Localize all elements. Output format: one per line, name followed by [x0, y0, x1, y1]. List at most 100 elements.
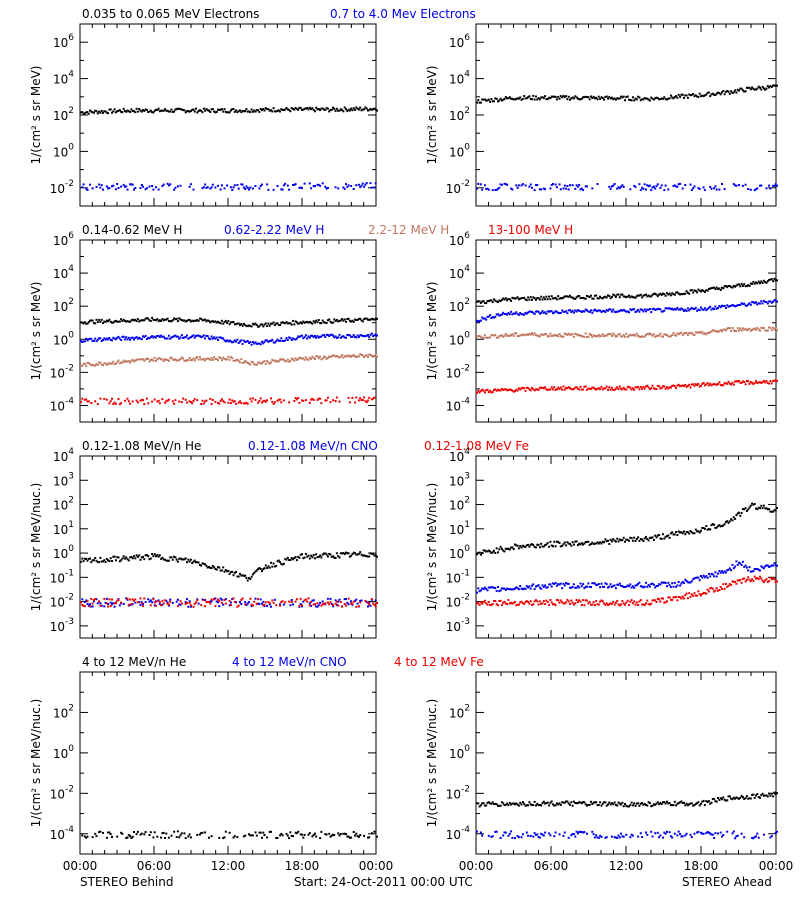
data-point: [166, 182, 169, 185]
data-point: [347, 603, 350, 606]
data-point: [508, 334, 511, 337]
data-point: [761, 579, 764, 582]
data-point: [339, 355, 342, 358]
data-point: [479, 101, 482, 104]
data-point: [301, 357, 303, 360]
data-point: [360, 184, 363, 187]
plot-frame: [79, 671, 377, 855]
data-point: [689, 595, 692, 598]
data-point: [324, 356, 327, 359]
data-point: [493, 803, 495, 806]
data-point: [596, 541, 599, 544]
data-point: [748, 506, 751, 509]
data-point: [538, 804, 541, 806]
data-point: [561, 601, 564, 604]
data-point: [628, 311, 630, 314]
data-point: [138, 108, 141, 110]
data-point: [519, 545, 522, 547]
data-point: [205, 564, 208, 567]
data-point: [284, 322, 287, 325]
data-point: [104, 338, 107, 341]
y-tick-label: 10-4: [50, 825, 75, 842]
data-point: [332, 833, 335, 836]
data-point: [257, 342, 260, 345]
data-point: [707, 831, 710, 834]
data-point: [618, 582, 621, 585]
data-point: [304, 598, 307, 601]
data-point: [747, 303, 750, 306]
data-point: [529, 803, 532, 806]
data-point: [94, 557, 97, 559]
data-point: [352, 188, 355, 190]
y-tick-label: 104: [53, 447, 74, 464]
data-point: [499, 183, 502, 186]
data-point: [100, 340, 103, 342]
data-point: [359, 353, 362, 356]
data-point: [219, 108, 222, 111]
data-point: [262, 325, 265, 328]
data-point: [241, 597, 244, 600]
data-point: [677, 308, 680, 311]
data-point: [664, 601, 667, 604]
data-point: [196, 599, 199, 602]
data-point: [772, 280, 775, 283]
data-point: [675, 387, 678, 390]
data-point: [367, 836, 369, 839]
data-point: [197, 602, 200, 605]
data-point: [624, 335, 626, 338]
data-point: [231, 598, 234, 601]
data-point: [700, 385, 702, 387]
data-point: [490, 835, 493, 838]
data-point: [279, 603, 282, 606]
data-point: [773, 277, 776, 280]
data-point: [578, 801, 581, 804]
data-point: [685, 310, 688, 312]
data-point: [538, 298, 541, 301]
data-point: [184, 557, 187, 560]
data-point: [567, 542, 570, 545]
data-point: [772, 326, 775, 329]
data-point: [579, 582, 582, 585]
data-point: [592, 582, 595, 585]
data-point: [316, 605, 319, 608]
data-point: [658, 836, 661, 839]
data-point: [356, 318, 359, 321]
data-point: [240, 111, 243, 114]
data-point: [683, 597, 685, 600]
data-point: [735, 184, 738, 187]
data-point: [82, 605, 85, 607]
data-point: [263, 340, 266, 343]
y-tick-label: 104: [53, 70, 74, 87]
data-point: [279, 110, 282, 113]
data-point: [520, 313, 523, 316]
data-point: [182, 357, 185, 360]
data-point: [681, 384, 684, 387]
y-axis-label: 1/(cm² s sr MeV): [29, 282, 43, 381]
data-point: [751, 381, 754, 384]
data-point: [516, 835, 519, 838]
data-point: [321, 357, 324, 360]
data-point: [759, 282, 761, 285]
data-point: [85, 599, 88, 602]
data-point: [645, 293, 647, 296]
series-blue: [80, 332, 378, 346]
data-point: [537, 603, 540, 606]
data-point: [204, 337, 207, 340]
data-point: [624, 586, 626, 588]
data-point: [264, 107, 267, 110]
data-point: [357, 835, 360, 838]
data-point: [486, 388, 489, 391]
data-point: [326, 396, 329, 399]
data-point: [231, 341, 234, 344]
data-point: [200, 336, 203, 339]
data-point: [312, 599, 315, 602]
data-point: [170, 834, 173, 837]
data-point: [233, 400, 236, 403]
data-point: [736, 88, 739, 91]
data-point: [724, 799, 727, 802]
data-point: [740, 381, 743, 384]
footer: STEREO Behind Start: 24-Oct-2011 00:00 U…: [80, 875, 772, 889]
data-point: [533, 189, 536, 192]
data-point: [671, 334, 674, 336]
data-point: [337, 355, 340, 358]
